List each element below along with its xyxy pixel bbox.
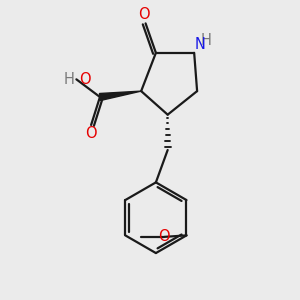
Text: O: O xyxy=(159,230,170,244)
Text: N: N xyxy=(195,37,206,52)
Polygon shape xyxy=(99,91,141,101)
Text: O: O xyxy=(79,72,90,87)
Text: H: H xyxy=(63,72,74,87)
Text: O: O xyxy=(85,126,97,141)
Text: H: H xyxy=(201,32,212,47)
Text: O: O xyxy=(138,7,150,22)
